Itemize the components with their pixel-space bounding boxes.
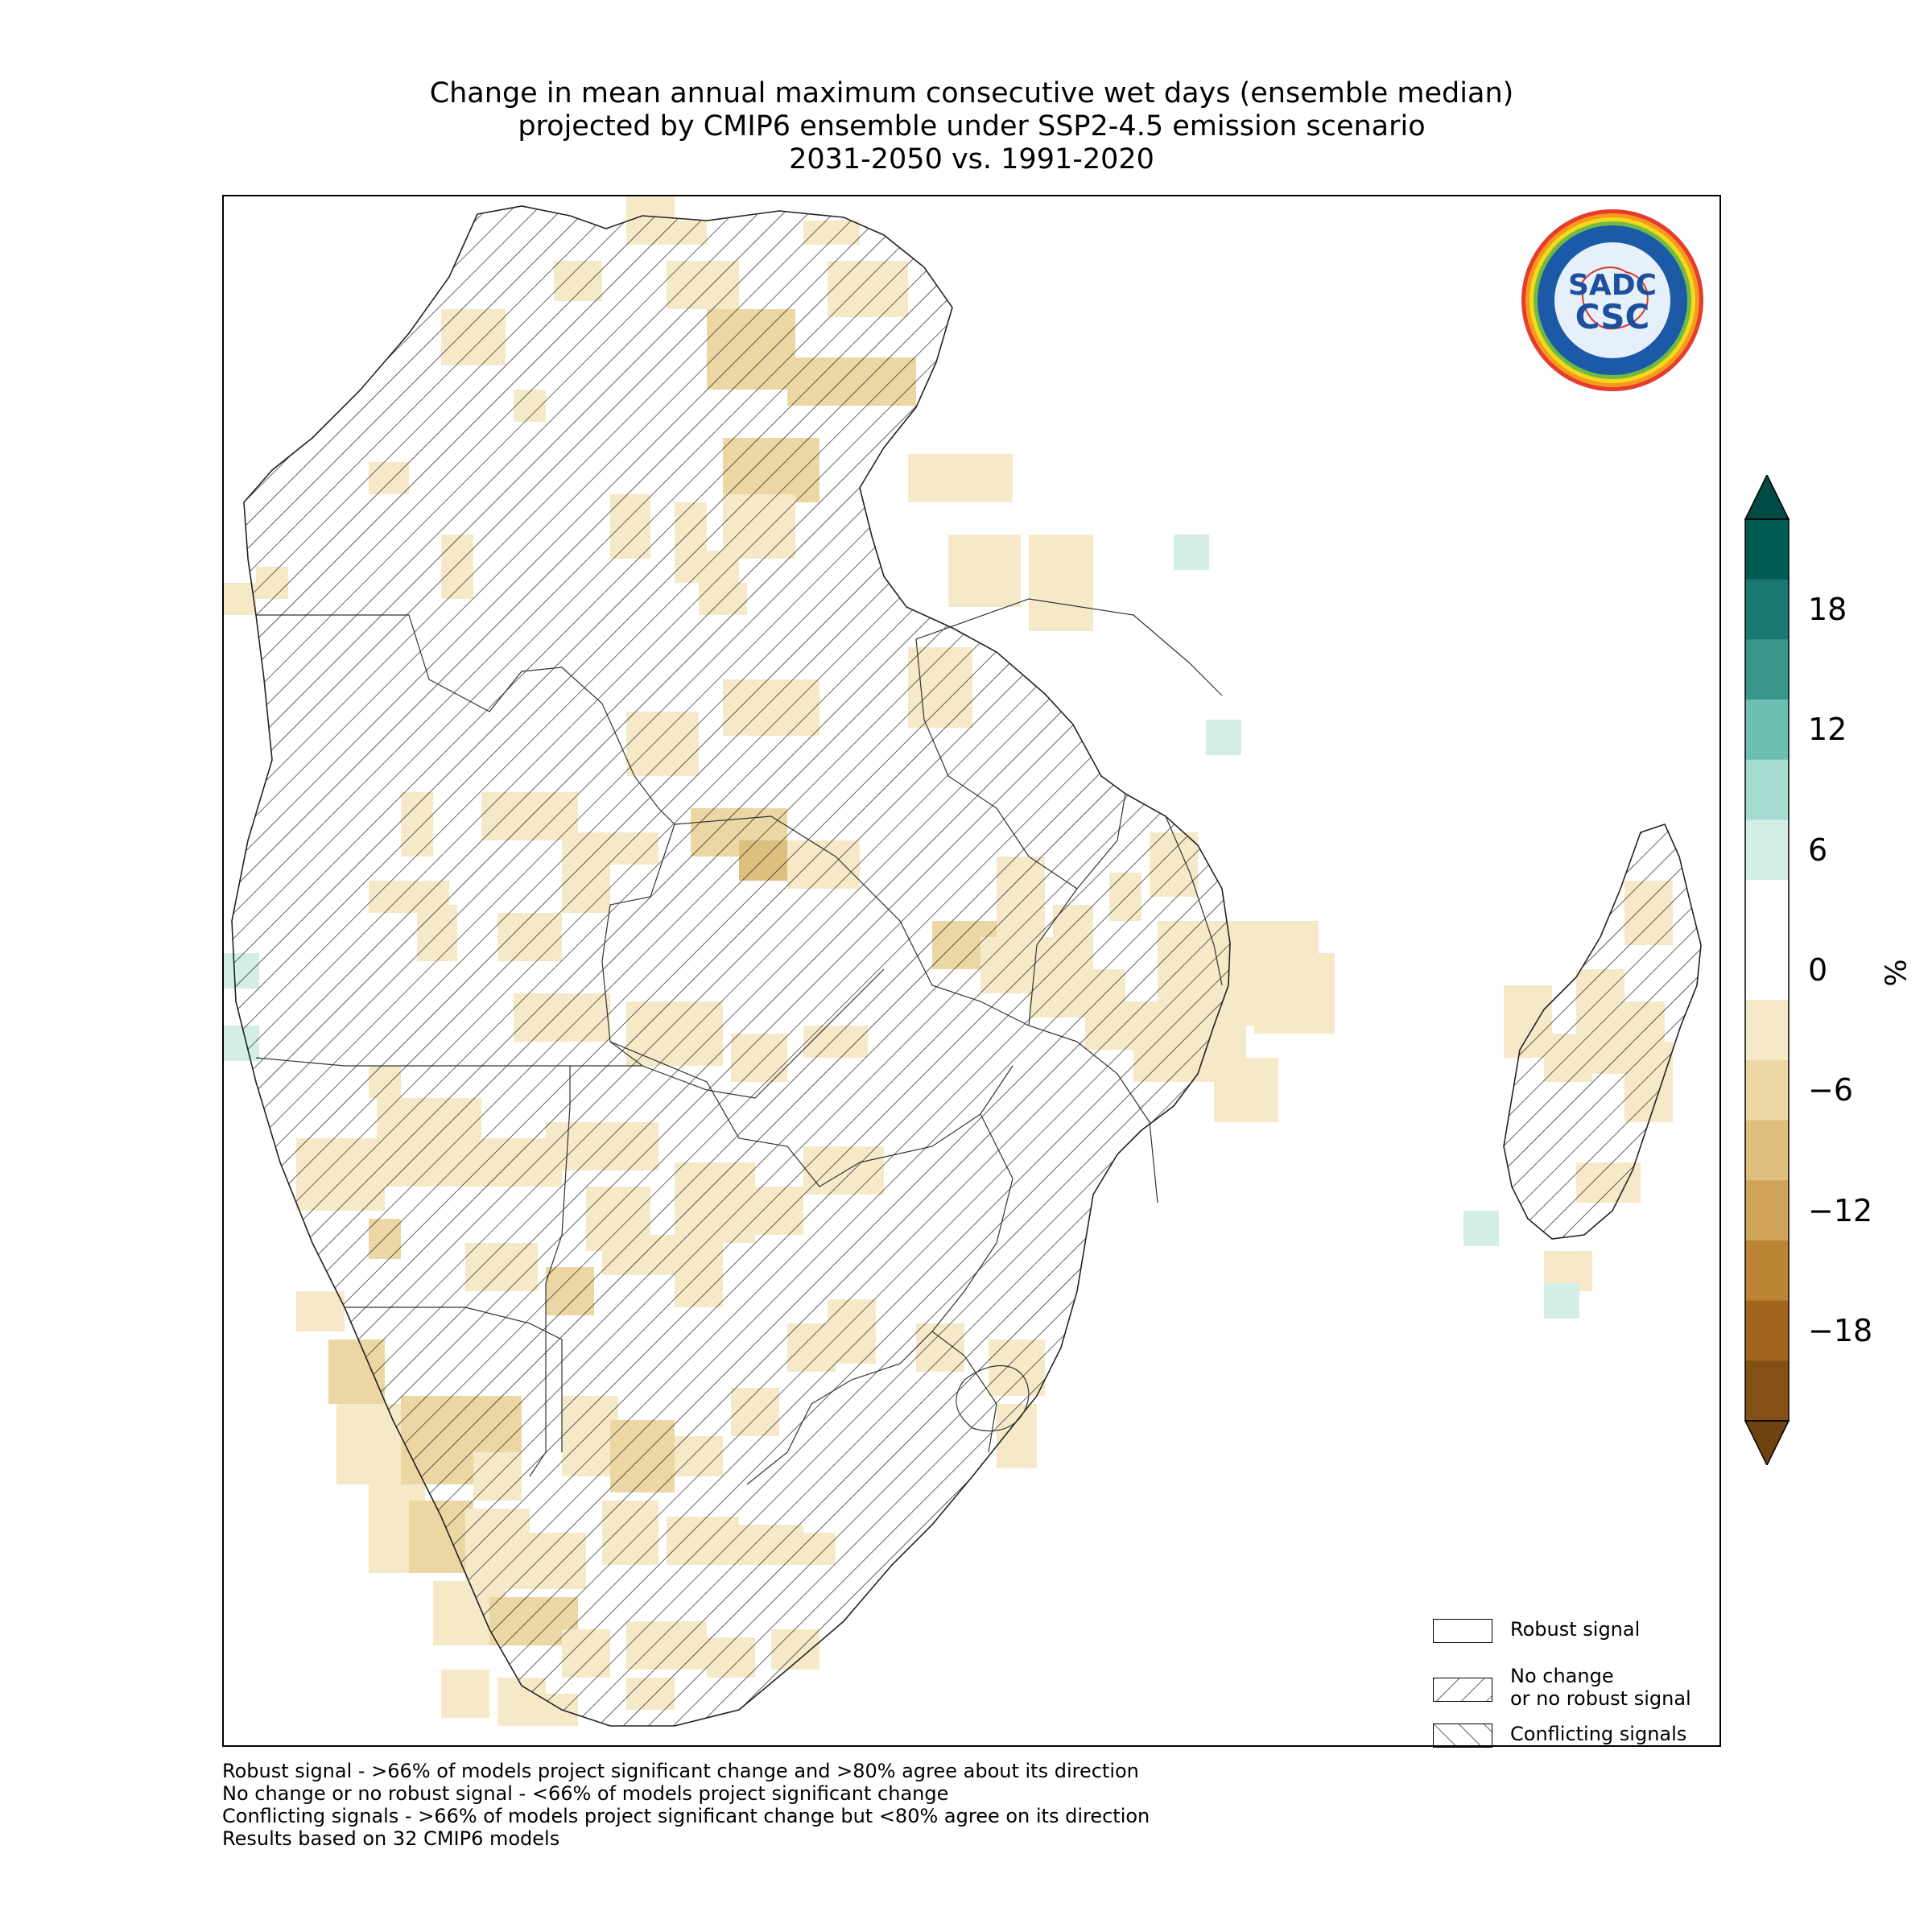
grid-cell-decrease <box>1214 1058 1278 1122</box>
country-border <box>529 1066 571 1477</box>
colorbar-segment <box>1745 939 1789 1001</box>
colorbar-border <box>1744 518 1790 1422</box>
map-title: Change in mean annual maximum consecutiv… <box>222 77 1721 176</box>
note-conflicting: Conflicting signals - >66% of models pro… <box>222 1805 1150 1827</box>
colorbar-tick-label: 6 <box>1808 832 1828 868</box>
colorbar-segment <box>1745 579 1789 640</box>
colorbar-segment <box>1745 880 1789 941</box>
colorbar-tick-label: 12 <box>1808 712 1847 748</box>
colorbar-segment <box>1745 519 1789 580</box>
legend-label-conflicting: Conflicting signals <box>1510 1723 1687 1745</box>
colorbar-segment <box>1745 1120 1789 1181</box>
country-border <box>746 1113 1013 1485</box>
colorbar-tick-label: −18 <box>1808 1313 1873 1348</box>
grid-cell-increase <box>1463 1211 1499 1246</box>
country-borders <box>231 205 1702 1727</box>
colorbar-tick-label: −12 <box>1808 1192 1873 1228</box>
grid-cell-increase <box>1544 1283 1579 1319</box>
colorbar-segment <box>1745 1060 1789 1121</box>
colorbar-segment <box>1745 1180 1789 1241</box>
grid-cell-increase <box>1206 720 1241 755</box>
country-border <box>1076 1041 1158 1203</box>
legend-label-no-change: No change or no robust signal <box>1510 1665 1691 1710</box>
footnotes: Robust signal - >66% of models project s… <box>222 1760 1150 1850</box>
country-border <box>915 598 1223 696</box>
madagascar-coastline <box>1503 824 1702 1240</box>
colorbar-bottom-arrow <box>1744 1420 1790 1465</box>
colorbar-segment <box>1745 639 1789 700</box>
mainland-hatch <box>232 206 1230 1726</box>
colorbar-segment <box>1745 1000 1789 1061</box>
note-models: Results based on 32 CMIP6 models <box>222 1827 560 1850</box>
legend-label-robust: Robust signal <box>1510 1618 1641 1641</box>
colorbar-segment <box>1745 1241 1789 1302</box>
country-border <box>1165 815 1223 986</box>
country-border <box>931 1331 997 1453</box>
lesotho-border <box>956 1365 1030 1432</box>
signal-legend: Robust signal No change or no robust sig… <box>1433 1616 1707 1769</box>
note-no-change: No change or no robust signal - <66% of … <box>222 1782 949 1805</box>
grid-cell-decrease <box>224 583 256 615</box>
colorbar-tick-label: 0 <box>1808 952 1828 988</box>
country-border <box>255 1057 642 1067</box>
colorbar-top-arrow <box>1744 475 1790 520</box>
hatch-layer <box>232 206 1701 1726</box>
grid-cell-decrease <box>1254 953 1335 1034</box>
colorbar-segment <box>1745 700 1789 761</box>
grid-cell-decrease <box>908 454 1013 502</box>
sadc-csc-logo: SADC CSC <box>1521 209 1703 391</box>
title-line-2: projected by CMIP6 ensemble under SSP2-4… <box>518 110 1426 142</box>
legend-item-robust: Robust signal <box>1433 1616 1707 1665</box>
legend-item-no-change: No change or no robust signal <box>1433 1665 1707 1721</box>
grid-cell-increase <box>1174 535 1209 570</box>
legend-swatch-robust <box>1433 1619 1492 1643</box>
colorbar-segment <box>1745 819 1789 881</box>
title-line-1: Change in mean annual maximum consecutiv… <box>429 77 1514 109</box>
country-border <box>915 638 1078 890</box>
colorbar-tick-label: 18 <box>1808 592 1847 627</box>
colorbar-segment <box>1745 759 1789 820</box>
colorbar-tick-label: −6 <box>1808 1072 1854 1108</box>
legend-swatch-conflicting <box>1433 1724 1492 1748</box>
country-border <box>674 815 1078 1042</box>
country-border <box>345 1307 563 1452</box>
mainland-coastline <box>231 205 1231 1727</box>
country-border <box>256 614 675 825</box>
grid-cell-decrease <box>296 1291 345 1331</box>
colorbar-unit: % <box>1880 959 1913 987</box>
legend-label-no-change-2: or no robust signal <box>1510 1687 1691 1710</box>
colorbar <box>1744 475 1790 1465</box>
grid-cell-decrease <box>948 535 1021 607</box>
country-border <box>609 1041 1013 1187</box>
country-border <box>1028 793 1126 1026</box>
title-line-3: 2031-2050 vs. 1991-2020 <box>789 143 1154 175</box>
map-canvas <box>224 196 1702 1727</box>
logo-mark-bottom: CSC <box>1575 297 1650 336</box>
legend-item-conflicting: Conflicting signals <box>1433 1721 1707 1769</box>
colorbar-segment <box>1745 1360 1789 1422</box>
legend-label-no-change-1: No change <box>1510 1665 1614 1687</box>
grid-cell-decrease <box>441 1670 489 1718</box>
note-robust: Robust signal - >66% of models project s… <box>222 1760 1139 1782</box>
logo-mark-top: SADC <box>1568 269 1657 302</box>
map-frame <box>222 195 1721 1747</box>
legend-swatch-no-change <box>1433 1678 1492 1702</box>
colorbar-segment <box>1745 1300 1789 1361</box>
grid-cell-decrease <box>1029 535 1093 631</box>
